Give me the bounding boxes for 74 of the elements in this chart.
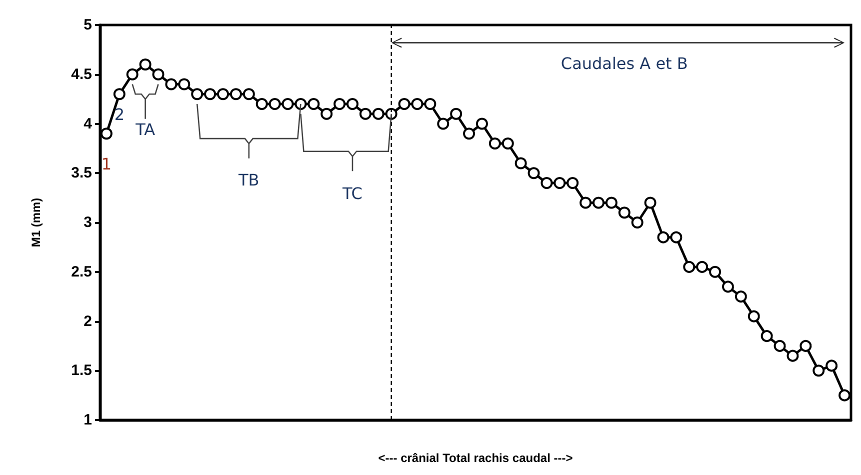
point: [476, 118, 488, 130]
point: [514, 157, 527, 170]
point: [230, 88, 242, 100]
point: [126, 68, 138, 80]
y-tick-label: 4.5: [71, 66, 92, 83]
point: [308, 98, 320, 110]
point: [178, 78, 190, 90]
point: [670, 231, 682, 244]
y-tick-label: 1.5: [71, 362, 92, 380]
point: [372, 108, 384, 120]
annotation: 2: [114, 105, 125, 124]
point: [580, 196, 592, 209]
point: [812, 364, 825, 377]
point: [242, 88, 255, 100]
point: [359, 108, 372, 120]
y-tick-label: 1: [84, 412, 92, 428]
point: [411, 98, 424, 110]
point: [800, 340, 812, 352]
point: [424, 98, 436, 110]
point: [734, 290, 747, 303]
point: [165, 78, 178, 90]
point: [204, 88, 216, 100]
y-tick-label: 2.5: [71, 263, 92, 280]
y-tick-label: 3: [84, 214, 92, 231]
x-axis-title: <--- crânial Total rachis caudal --->: [378, 451, 573, 465]
point: [191, 88, 204, 100]
point: [502, 138, 514, 150]
point: [566, 177, 579, 189]
point: [683, 260, 696, 273]
y-tick-label: 5: [84, 16, 92, 34]
point: [152, 68, 164, 80]
point: [605, 196, 618, 209]
point: [320, 108, 333, 120]
point: [760, 330, 773, 342]
point: [113, 88, 126, 100]
point: [100, 128, 112, 140]
point: [786, 350, 799, 362]
annotation: Caudales A et B: [560, 54, 688, 73]
y-axis-title: M1 (mm): [29, 198, 43, 248]
point: [696, 260, 708, 273]
point: [709, 266, 722, 278]
point: [540, 177, 553, 189]
point: [282, 98, 294, 110]
point: [256, 98, 268, 110]
point: [618, 206, 630, 219]
annotation: TA: [134, 120, 156, 140]
point: [437, 118, 450, 130]
point: [528, 167, 540, 180]
point: [346, 98, 358, 110]
annotation: TC: [341, 184, 362, 204]
y-tick-label: 3.5: [71, 164, 92, 182]
point: [450, 108, 462, 120]
point: [488, 138, 501, 150]
y-tick-label: 2: [84, 312, 92, 330]
point: [334, 98, 346, 110]
point: [657, 231, 670, 244]
point: [217, 88, 230, 100]
point: [748, 310, 760, 322]
point: [268, 98, 281, 110]
annotation: 1: [101, 154, 112, 174]
point: [722, 280, 734, 293]
annotation: TB: [238, 170, 260, 190]
point: [398, 98, 410, 110]
point: [838, 389, 851, 402]
point: [826, 360, 838, 372]
point: [644, 196, 656, 209]
point: [631, 216, 644, 228]
y-tick-label: 4: [84, 115, 93, 132]
point: [294, 98, 307, 110]
point: [463, 128, 476, 140]
point: [592, 196, 605, 209]
point: [139, 58, 152, 70]
point: [774, 340, 786, 352]
point: [554, 177, 566, 189]
